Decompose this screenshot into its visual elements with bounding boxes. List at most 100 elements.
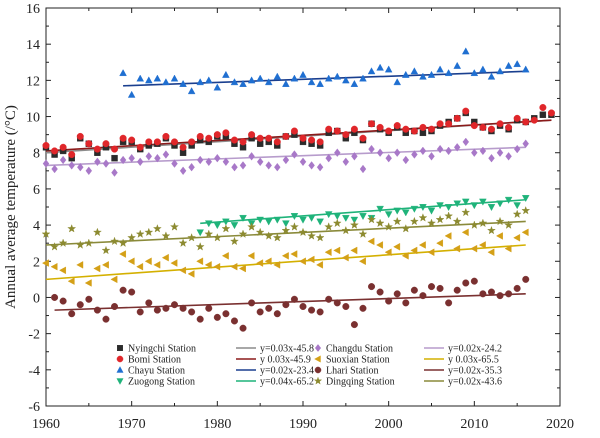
data-point xyxy=(410,205,419,213)
data-point xyxy=(265,134,273,142)
data-point xyxy=(221,224,231,233)
data-point xyxy=(77,162,84,172)
data-point xyxy=(453,286,461,294)
data-point xyxy=(76,301,84,309)
data-point xyxy=(118,238,128,247)
data-point xyxy=(324,211,333,219)
data-point xyxy=(401,70,410,78)
data-point xyxy=(444,211,454,220)
data-point xyxy=(256,157,264,167)
data-point xyxy=(308,161,315,170)
data-point xyxy=(385,127,393,135)
data-point xyxy=(496,148,504,157)
data-point xyxy=(359,74,367,82)
data-point xyxy=(419,123,427,131)
data-point xyxy=(325,125,333,133)
data-point xyxy=(239,161,247,170)
data-point xyxy=(445,120,453,128)
data-point xyxy=(419,292,427,300)
data-point xyxy=(290,250,298,258)
data-point xyxy=(513,114,521,122)
data-point xyxy=(359,134,367,142)
data-point xyxy=(187,270,195,278)
data-point xyxy=(298,227,308,237)
data-point xyxy=(376,63,384,71)
data-point xyxy=(341,253,349,262)
data-point xyxy=(93,145,101,153)
data-point xyxy=(521,205,531,215)
data-point xyxy=(316,79,324,87)
data-point xyxy=(316,261,323,269)
data-point xyxy=(145,76,153,84)
data-point xyxy=(204,229,214,238)
legend-label: Suoxian Station xyxy=(326,355,390,366)
data-point xyxy=(128,136,136,144)
data-point xyxy=(350,216,359,224)
data-point xyxy=(479,146,487,156)
data-point xyxy=(144,227,154,237)
data-point xyxy=(342,76,350,84)
data-point xyxy=(487,125,495,133)
data-point xyxy=(496,292,504,300)
legend-marker xyxy=(314,355,321,363)
data-point xyxy=(358,257,366,266)
data-point xyxy=(470,277,478,285)
data-point xyxy=(418,213,428,222)
data-point xyxy=(530,116,538,124)
data-point xyxy=(409,216,419,226)
legend-marker xyxy=(116,345,123,352)
data-point xyxy=(41,229,51,238)
data-point xyxy=(521,195,530,203)
data-point xyxy=(179,166,187,176)
legend-fit-equation: y 0.03x-45.9 xyxy=(260,355,311,366)
data-point xyxy=(359,213,367,221)
data-point xyxy=(213,222,222,230)
data-point xyxy=(444,69,453,77)
data-point xyxy=(470,69,479,77)
data-point xyxy=(111,168,118,177)
legend-fit-equation: y 0.03x-65.5 xyxy=(448,355,499,366)
data-point xyxy=(479,198,487,206)
legend-fit-equation: y=0.02x-35.3 xyxy=(448,366,502,377)
data-point xyxy=(50,262,58,271)
data-point xyxy=(333,127,341,135)
data-point xyxy=(135,229,145,238)
data-point xyxy=(111,145,119,153)
data-point xyxy=(401,252,409,260)
data-point xyxy=(367,67,376,75)
data-point xyxy=(119,134,127,142)
data-point xyxy=(428,283,436,291)
data-point xyxy=(452,216,462,226)
data-point xyxy=(315,233,325,242)
data-point xyxy=(324,222,334,231)
data-point xyxy=(161,231,171,240)
data-point xyxy=(179,266,187,275)
data-point xyxy=(76,261,84,269)
data-point xyxy=(230,136,238,144)
data-point xyxy=(504,61,513,69)
data-point xyxy=(359,304,367,312)
data-point xyxy=(522,275,530,283)
y-tick-label: 2 xyxy=(33,255,40,270)
data-point xyxy=(221,252,229,260)
y-tick-label: 8 xyxy=(33,147,40,162)
data-point xyxy=(273,138,281,146)
trend-line-5 xyxy=(45,244,526,281)
data-point xyxy=(436,284,444,292)
data-point xyxy=(248,131,256,139)
data-point xyxy=(453,244,461,253)
data-point xyxy=(119,250,127,258)
data-point xyxy=(171,159,178,168)
data-point xyxy=(68,310,76,318)
data-point xyxy=(495,232,503,240)
data-point xyxy=(342,303,350,311)
data-point xyxy=(351,152,358,161)
data-point xyxy=(496,67,504,75)
legend-label: Zuogong Station xyxy=(128,377,195,388)
data-point xyxy=(67,277,75,285)
data-point xyxy=(436,120,444,128)
data-point xyxy=(299,134,307,142)
data-point xyxy=(101,245,111,255)
data-point xyxy=(392,216,402,226)
data-point xyxy=(50,242,59,251)
